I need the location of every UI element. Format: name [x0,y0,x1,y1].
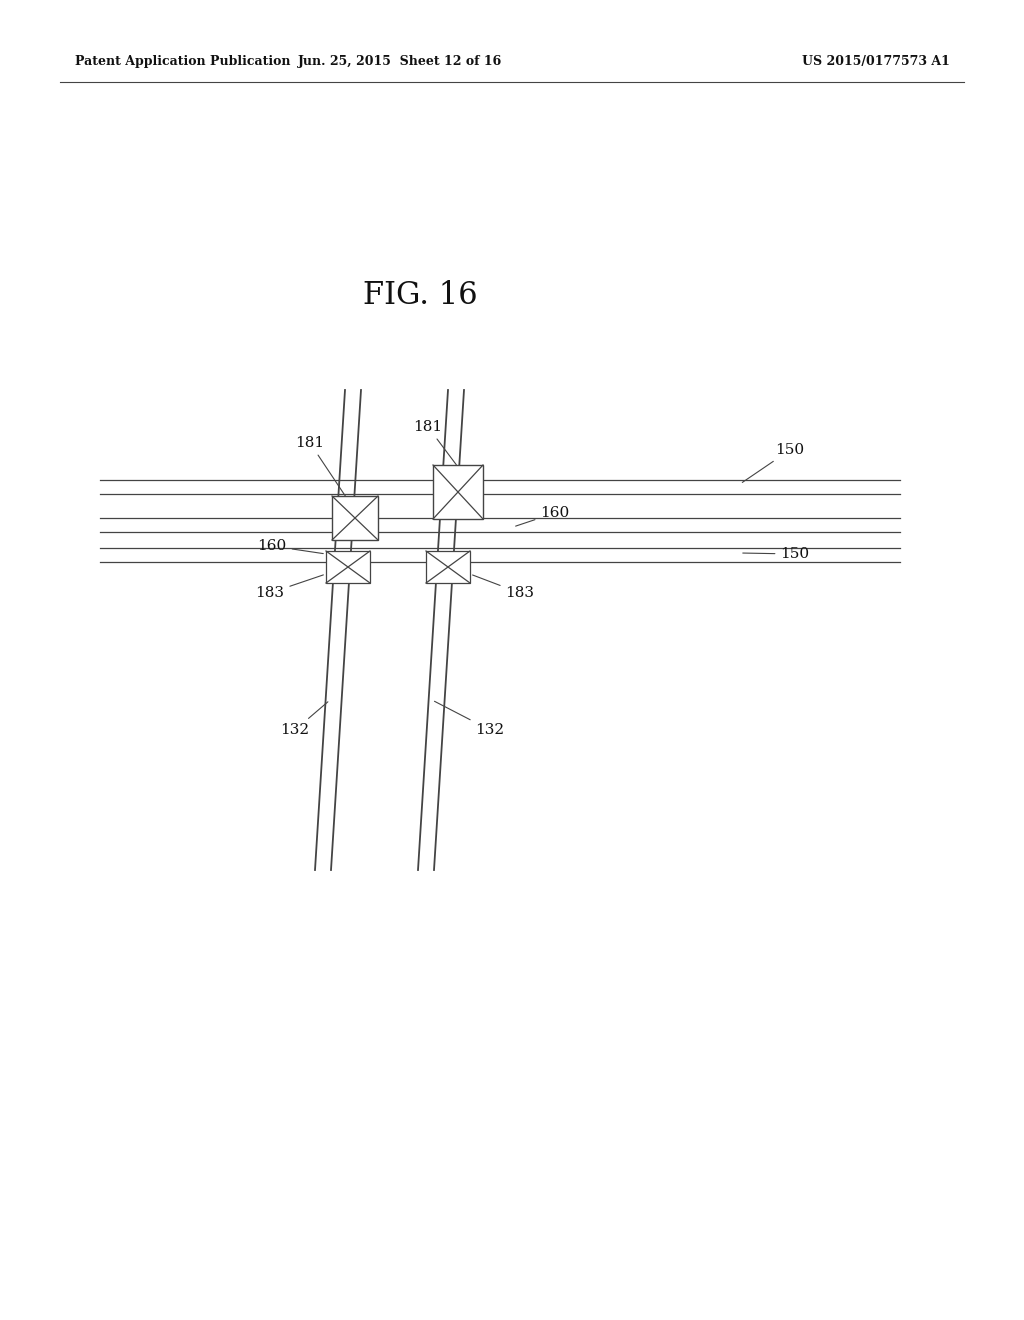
Text: 181: 181 [296,436,346,498]
Text: 183: 183 [473,576,535,601]
Text: 160: 160 [257,539,324,553]
Text: US 2015/0177573 A1: US 2015/0177573 A1 [802,55,950,69]
Text: 132: 132 [281,702,328,737]
Bar [326,550,370,583]
Text: FIG. 16: FIG. 16 [362,280,477,310]
Text: 150: 150 [742,444,805,482]
Bar [433,465,483,519]
Text: 181: 181 [414,420,457,465]
Text: 150: 150 [742,546,810,561]
Text: Patent Application Publication: Patent Application Publication [75,55,291,69]
Text: 160: 160 [516,506,569,527]
Text: Jun. 25, 2015  Sheet 12 of 16: Jun. 25, 2015 Sheet 12 of 16 [298,55,502,69]
Text: 183: 183 [256,576,324,601]
Bar [332,496,378,540]
Bar [426,550,470,583]
Text: 132: 132 [434,701,505,737]
